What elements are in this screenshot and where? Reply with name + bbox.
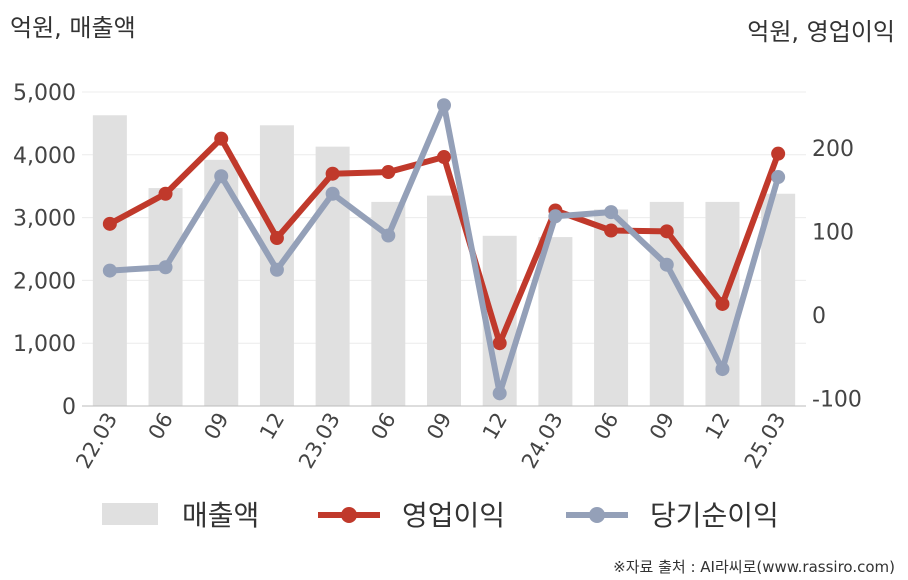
x-tick-label: 25.03 [740,409,791,473]
right-tick-label: 0 [812,304,826,329]
series-point-1 [659,224,674,239]
series-point-2 [604,205,619,220]
series-point-1 [325,166,340,181]
series-point-2 [492,386,507,401]
x-axis-ticks: 22.03 06 09 12 23.03 06 09 12 24.03 06 09 12 25.03 [71,409,790,473]
series-point-1 [715,296,730,311]
series-point-2 [715,362,730,377]
series-point-1 [492,336,507,351]
x-tick-label: 09 [645,409,679,444]
revenue-bar [538,237,573,406]
source-note: ※자료 출처 : AI라씨로(www.rassiro.com) [613,558,895,576]
left-tick-label: 0 [62,395,76,420]
series-point-2 [102,263,117,278]
right-tick-label: 100 [812,221,854,246]
legend: 매출액 영업이익 당기순이익 [102,499,779,532]
x-tick-label: 09 [199,409,233,444]
series-point-1 [269,231,284,246]
right-unit-label: 억원, 영업이익 [747,18,895,46]
x-tick-label: 24.03 [517,409,568,473]
series-point-1 [604,223,619,238]
left-tick-label: 3,000 [13,207,76,232]
series-point-2 [437,98,451,113]
left-tick-label: 5,000 [13,81,76,106]
x-tick-label: 23.03 [294,409,345,473]
series-point-1 [771,146,786,161]
series-point-2 [325,186,340,201]
left-axis-ticks: 0 1,000 2,000 3,000 4,000 5,000 [13,81,76,420]
x-tick-label: 09 [422,409,456,444]
x-tick-label: 12 [701,409,735,444]
series-point-2 [659,257,674,272]
legend-label-operating: 영업이익 [402,499,505,532]
series-point-2 [269,262,284,277]
series-point-1 [381,165,396,180]
legend-marker-operating [341,507,357,523]
series-point-2 [158,260,173,275]
x-tick-label: 06 [144,409,178,444]
series-point-1 [102,216,117,231]
left-tick-label: 1,000 [13,332,76,357]
left-unit-label: 억원, 매출액 [10,14,136,42]
revenue-bar [92,115,127,407]
legend-label-net: 당기순이익 [650,499,779,532]
right-tick-label: -100 [812,388,862,413]
right-axis-ticks: -100 0 100 200 [812,137,862,413]
x-tick-label: 12 [255,409,289,444]
series-lines [102,98,786,401]
right-tick-label: 200 [812,137,854,162]
series-point-1 [214,131,229,146]
legend-swatch-revenue [102,503,158,525]
series-point-2 [548,209,563,224]
x-tick-label: 12 [478,409,512,444]
series-point-2 [771,170,786,185]
x-tick-label: 22.03 [71,409,122,473]
x-tick-label: 06 [589,409,623,444]
series-point-1 [158,186,173,201]
legend-marker-net [589,507,605,523]
revenue-bar [427,195,461,406]
bars [92,115,796,407]
legend-label-revenue: 매출액 [182,499,259,532]
series-point-2 [381,228,396,243]
left-tick-label: 4,000 [13,144,76,169]
x-tick-label: 06 [366,409,400,444]
revenue-bar [594,209,629,406]
series-point-1 [437,150,451,165]
series-point-2 [214,169,229,184]
left-tick-label: 2,000 [13,269,76,294]
revenue-bar [148,188,183,406]
revenue-bar [761,193,796,406]
